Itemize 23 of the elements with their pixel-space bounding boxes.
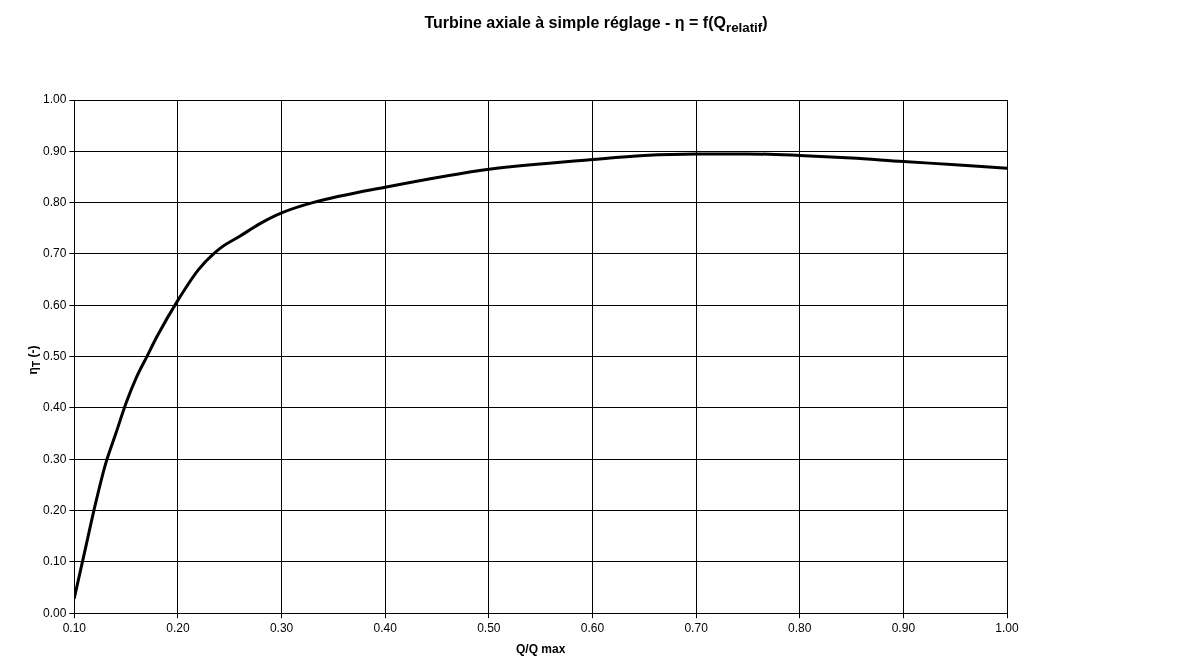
- y-tick-label: 0.30: [43, 451, 67, 466]
- x-tick-label: 0.60: [580, 620, 605, 635]
- x-tick-label: 0.10: [62, 620, 87, 635]
- y-tick-label: 0.70: [43, 246, 67, 261]
- chart-title: Turbine axiale à simple réglage - η = f(Q$_{relatif}$): [423, 14, 769, 36]
- x-tick-label: 0.80: [788, 620, 812, 635]
- y-tick-label: 0.50: [43, 348, 67, 363]
- y-tick-label: 0.60: [43, 297, 67, 312]
- x-tick-label: 0.20: [166, 620, 190, 635]
- y-tick-label: 0.80: [43, 194, 67, 209]
- x-tick-label: 0.50: [477, 620, 501, 635]
- x-tick-label: 1.00: [995, 620, 1019, 635]
- y-tick-label: 0.00: [43, 605, 67, 620]
- y-tick-label: 0.20: [43, 502, 67, 517]
- y-tick-label: 0.10: [43, 554, 67, 569]
- x-axis-title: Q/Q max: [516, 642, 566, 657]
- y-tick-label: 0.90: [43, 143, 67, 158]
- y-tick-label: 0.40: [43, 400, 67, 415]
- x-tick-label: 0.30: [269, 620, 294, 635]
- x-tick-label: 0.40: [373, 620, 398, 635]
- x-tick-label: 0.90: [891, 620, 916, 635]
- y-tick-label: 1.00: [43, 92, 67, 107]
- x-tick-label: 0.70: [684, 620, 709, 635]
